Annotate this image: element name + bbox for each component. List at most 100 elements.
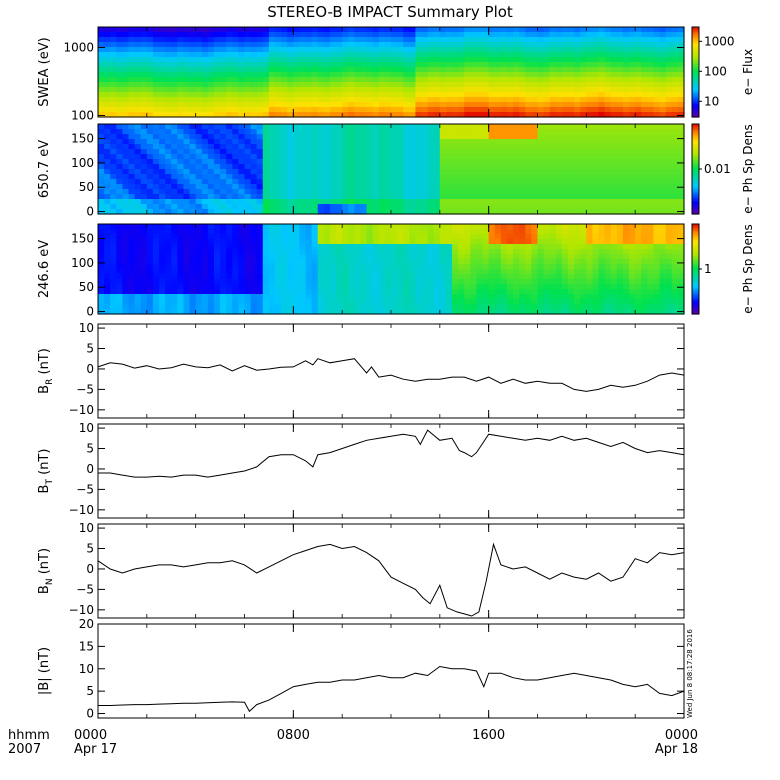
panel-pad650-heatmap-cell — [250, 189, 258, 195]
panel-pad650-heatmap-cell — [506, 209, 514, 215]
panel-pad246-heatmap-cell — [134, 244, 142, 250]
panel-pad650-heatmap-cell — [500, 129, 508, 135]
panel-swea-heatmap-cell — [604, 72, 612, 78]
panel-swea-heatmap-cell — [641, 32, 648, 38]
panel-swea-heatmap-cell — [537, 57, 545, 63]
panel-pad650-heatmap-cell — [116, 184, 124, 190]
panel-pad246-heatmap-cell — [110, 244, 117, 250]
panel-swea-heatmap-cell — [506, 47, 514, 53]
panel-pad650-heatmap-cell — [543, 189, 551, 195]
panel-pad650-heatmap-cell — [366, 144, 374, 150]
panel-pad650-heatmap-cell — [397, 144, 404, 150]
panel-swea-heatmap-cell — [445, 67, 453, 73]
panel-pad650-heatmap-cell — [604, 139, 612, 145]
panel-swea-heatmap-cell — [506, 82, 514, 88]
panel-pad246-heatmap-cell — [275, 299, 282, 305]
panel-pad650-heatmap-cell — [580, 179, 587, 185]
panel-pad246-heatmap-cell — [397, 279, 404, 285]
panel-pad246-heatmap-cell — [445, 269, 453, 275]
panel-pad650-heatmap-cell — [519, 169, 526, 175]
panel-pad650-heatmap-cell — [207, 164, 215, 170]
panel-pad650-heatmap-cell — [189, 204, 197, 210]
panel-swea-heatmap-cell — [201, 47, 209, 53]
panel-pad246-heatmap-cell — [348, 284, 355, 290]
panel-swea-heatmap-cell — [256, 32, 264, 38]
panel-pad650-heatmap-cell — [287, 164, 294, 170]
panel-swea-heatmap-cell — [378, 62, 386, 68]
panel-swea-colorbar-swatch — [692, 108, 699, 111]
panel-pad246-heatmap-cell — [360, 264, 368, 270]
panel-pad650-heatmap-cell — [604, 169, 612, 175]
panel-pad246-heatmap-cell — [275, 269, 282, 275]
panel-swea-heatmap-cell — [427, 112, 435, 118]
panel-swea-heatmap-cell — [561, 112, 569, 118]
panel-pad650-heatmap-cell — [671, 124, 679, 130]
panel-swea-heatmap-cell — [329, 52, 337, 58]
panel-pad650-heatmap-cell — [494, 144, 502, 150]
panel-swea-heatmap-cell — [116, 72, 124, 78]
panel-pad650-heatmap-cell — [122, 164, 130, 170]
panel-pad246-heatmap-cell — [171, 229, 178, 235]
panel-swea-heatmap-cell — [201, 57, 209, 63]
panel-pad246-heatmap-cell — [458, 244, 465, 250]
panel-pad650-heatmap-cell — [329, 204, 337, 210]
panel-swea-heatmap-cell — [421, 42, 429, 48]
panel-pad246-heatmap-cell — [409, 244, 417, 250]
panel-swea-heatmap-cell — [152, 52, 160, 58]
panel-pad650-heatmap-cell — [299, 129, 307, 135]
panel-swea-heatmap-cell — [201, 87, 209, 93]
panel-pad246-heatmap-cell — [360, 279, 368, 285]
panel-pad650-heatmap-cell — [342, 154, 349, 160]
panel-swea-heatmap-cell — [574, 57, 581, 63]
panel-pad650-heatmap-cell — [488, 164, 496, 170]
panel-pad246-heatmap-cell — [250, 274, 258, 280]
panel-swea-heatmap-cell — [238, 107, 246, 113]
panel-pad650-heatmap-cell — [476, 199, 484, 205]
panel-swea-heatmap-cell — [427, 67, 435, 73]
panel-pad650-heatmap-cell — [635, 139, 642, 145]
panel-pad650-heatmap-cell — [336, 139, 343, 145]
panel-swea-heatmap-cell — [134, 62, 142, 68]
panel-swea-heatmap-cell — [568, 97, 575, 103]
panel-swea-heatmap-cell — [561, 102, 569, 108]
panel-pad246-heatmap-cell — [146, 279, 154, 285]
panel-swea-heatmap-cell — [415, 97, 423, 103]
panel-pad650-heatmap-cell — [604, 144, 612, 150]
panel-pad246-heatmap-cell — [122, 234, 130, 240]
panel-pad246-heatmap-cell — [464, 274, 471, 280]
panel-pad650-heatmap-cell — [586, 144, 594, 150]
panel-pad650-colorbar-swatch — [692, 137, 699, 141]
panel-pad246-heatmap-cell — [537, 244, 545, 250]
panel-pad650-heatmap-cell — [671, 139, 679, 145]
panel-swea-heatmap-cell — [275, 107, 282, 113]
panel-pad650-heatmap-cell — [183, 159, 191, 165]
panel-pad246-heatmap-cell — [287, 309, 294, 315]
panel-swea-heatmap-cell — [671, 107, 679, 113]
panel-pad650-heatmap-cell — [152, 179, 160, 185]
panel-pad650-heatmap-cell — [195, 169, 203, 175]
panel-pad650-heatmap-cell — [604, 164, 612, 170]
panel-swea-heatmap-cell — [220, 87, 227, 93]
panel-swea-heatmap-cell — [256, 47, 264, 53]
panel-pad650-heatmap-cell — [635, 159, 642, 165]
panel-swea-heatmap-cell — [329, 57, 337, 63]
panel-pad650-heatmap-cell — [220, 209, 227, 215]
panel-swea-heatmap-cell — [366, 42, 374, 48]
panel-pad246-heatmap-cell — [427, 284, 435, 290]
panel-pad246-heatmap-cell — [372, 224, 380, 230]
panel-swea-heatmap-cell — [305, 107, 313, 113]
panel-pad650-heatmap-cell — [293, 129, 301, 135]
panel-pad246-heatmap-cell — [336, 264, 343, 270]
panel-pad650-heatmap-cell — [207, 129, 215, 135]
panel-pad246-heatmap-cell — [152, 289, 160, 295]
panel-pad650-heatmap-cell — [665, 144, 673, 150]
panel-pad246-heatmap-cell — [177, 239, 185, 245]
panel-pad246-heatmap-cell — [366, 309, 374, 315]
panel-swea-heatmap-cell — [622, 97, 630, 103]
panel-swea-heatmap-cell — [378, 112, 386, 118]
panel-pad246-heatmap-cell — [360, 294, 368, 300]
panel-pad650-heatmap-cell — [98, 159, 105, 165]
panel-swea-heatmap-cell — [354, 92, 362, 98]
panel-swea-heatmap-cell — [537, 102, 545, 108]
panel-swea-heatmap-cell — [189, 92, 197, 98]
